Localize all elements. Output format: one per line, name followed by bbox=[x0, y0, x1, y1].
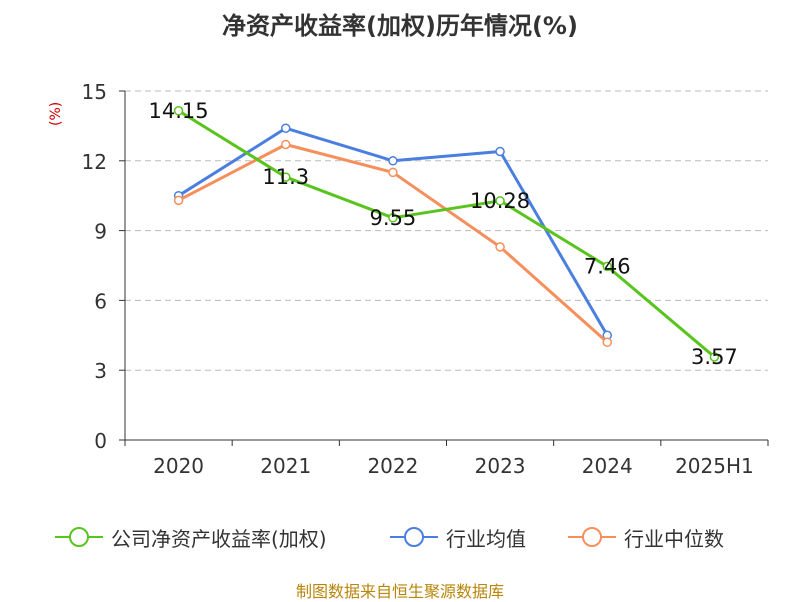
data-label-company: 10.28 bbox=[470, 189, 530, 213]
data-point-industry-median bbox=[602, 337, 612, 348]
legend-marker-company bbox=[55, 527, 103, 547]
data-point-industry-median bbox=[388, 167, 398, 178]
x-tick-label: 2020 bbox=[153, 454, 204, 478]
data-point-company bbox=[173, 106, 184, 116]
legend-label-company: 公司净资产收益率(加权) bbox=[111, 526, 327, 551]
data-point-company bbox=[281, 172, 291, 182]
x-tick-label: 2021 bbox=[260, 454, 311, 478]
data-label-company: 9.55 bbox=[370, 206, 417, 230]
data-point-industry-mean bbox=[281, 123, 291, 133]
data-point-industry-mean bbox=[495, 146, 505, 157]
legend-label-industry-median: 行业中位数 bbox=[624, 526, 724, 551]
data-label-company: 14.15 bbox=[149, 99, 209, 123]
data-label-company: 3.57 bbox=[691, 345, 738, 369]
legend-item-industry-median[interactable]: 行业中位数 bbox=[568, 521, 724, 553]
data-point-company bbox=[495, 196, 505, 206]
y-tick-label: 3 bbox=[94, 359, 107, 383]
data-point-company bbox=[602, 261, 612, 272]
y-tick-label: 12 bbox=[82, 150, 107, 174]
legend-marker-industry-median bbox=[568, 527, 616, 547]
data-point-company bbox=[709, 352, 720, 362]
legend-item-industry-mean[interactable]: 行业均值 bbox=[390, 521, 526, 553]
legend-marker-industry-mean bbox=[390, 527, 438, 547]
y-tick-label: 15 bbox=[82, 80, 107, 104]
data-point-industry-median bbox=[495, 242, 505, 252]
source-note: 制图数据来自恒生聚源数据库 bbox=[295, 582, 504, 601]
legend-label-industry-mean: 行业均值 bbox=[446, 526, 526, 551]
x-tick-label: 2023 bbox=[475, 454, 526, 478]
series-line-company bbox=[177, 109, 716, 359]
x-tick-label: 2024 bbox=[582, 454, 633, 478]
chart-title: 净资产收益率(加权)历年情况(%) bbox=[222, 12, 578, 40]
legend-item-company[interactable]: 公司净资产收益率(加权) bbox=[55, 521, 327, 553]
data-point-company bbox=[388, 213, 398, 223]
data-label-company: 11.3 bbox=[262, 165, 309, 189]
y-tick-label: 9 bbox=[94, 220, 107, 244]
data-label-company: 7.46 bbox=[584, 254, 631, 278]
data-point-industry-mean bbox=[388, 156, 398, 166]
y-tick-label: 6 bbox=[94, 289, 107, 313]
x-tick-label: 2025H1 bbox=[675, 454, 754, 478]
legend: 公司净资产收益率(加权) 行业均值 行业中位数 bbox=[0, 521, 800, 553]
data-point-industry-median bbox=[173, 195, 184, 206]
y-tick-label: 0 bbox=[94, 429, 107, 453]
x-tick-label: 2022 bbox=[367, 454, 418, 478]
data-point-industry-median bbox=[281, 139, 291, 150]
